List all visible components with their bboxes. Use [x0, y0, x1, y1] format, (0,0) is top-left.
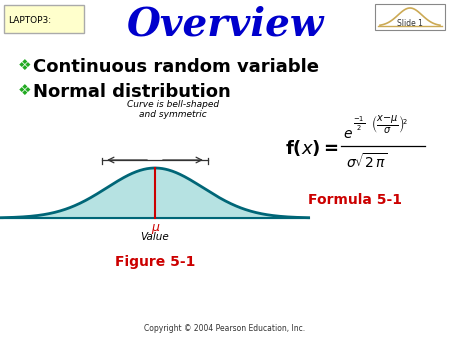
Text: Continuous random variable: Continuous random variable	[33, 58, 319, 76]
Text: $e$: $e$	[343, 127, 353, 141]
Text: Figure 5-1: Figure 5-1	[115, 255, 195, 269]
Text: Formula 5-1: Formula 5-1	[308, 193, 402, 207]
Text: $\frac{-1}{2}$: $\frac{-1}{2}$	[353, 115, 365, 133]
Text: $\sigma\sqrt{2\,\pi}$: $\sigma\sqrt{2\,\pi}$	[346, 152, 387, 171]
Text: $\mathbf{f(}\mathit{x}\mathbf{) =}$: $\mathbf{f(}\mathit{x}\mathbf{) =}$	[285, 138, 338, 158]
Text: Slide 1: Slide 1	[397, 19, 423, 28]
Text: LAPTOP3:: LAPTOP3:	[8, 16, 51, 25]
Bar	[4, 5, 84, 33]
Text: Normal distribution: Normal distribution	[33, 83, 231, 101]
Text: $\left(\dfrac{x\!-\!\mu}{\sigma}\right)^{\!2}$: $\left(\dfrac{x\!-\!\mu}{\sigma}\right)^…	[371, 113, 408, 135]
Text: Copyright © 2004 Pearson Education, Inc.: Copyright © 2004 Pearson Education, Inc.	[144, 324, 306, 333]
Bar	[375, 4, 445, 30]
Text: μ: μ	[151, 221, 159, 234]
Text: ❖: ❖	[18, 83, 32, 98]
Text: Value: Value	[140, 232, 169, 242]
Text: Curve is bell-shaped
and symmetric: Curve is bell-shaped and symmetric	[127, 100, 219, 119]
Text: ❖: ❖	[18, 58, 32, 73]
Text: Overview: Overview	[126, 6, 324, 44]
